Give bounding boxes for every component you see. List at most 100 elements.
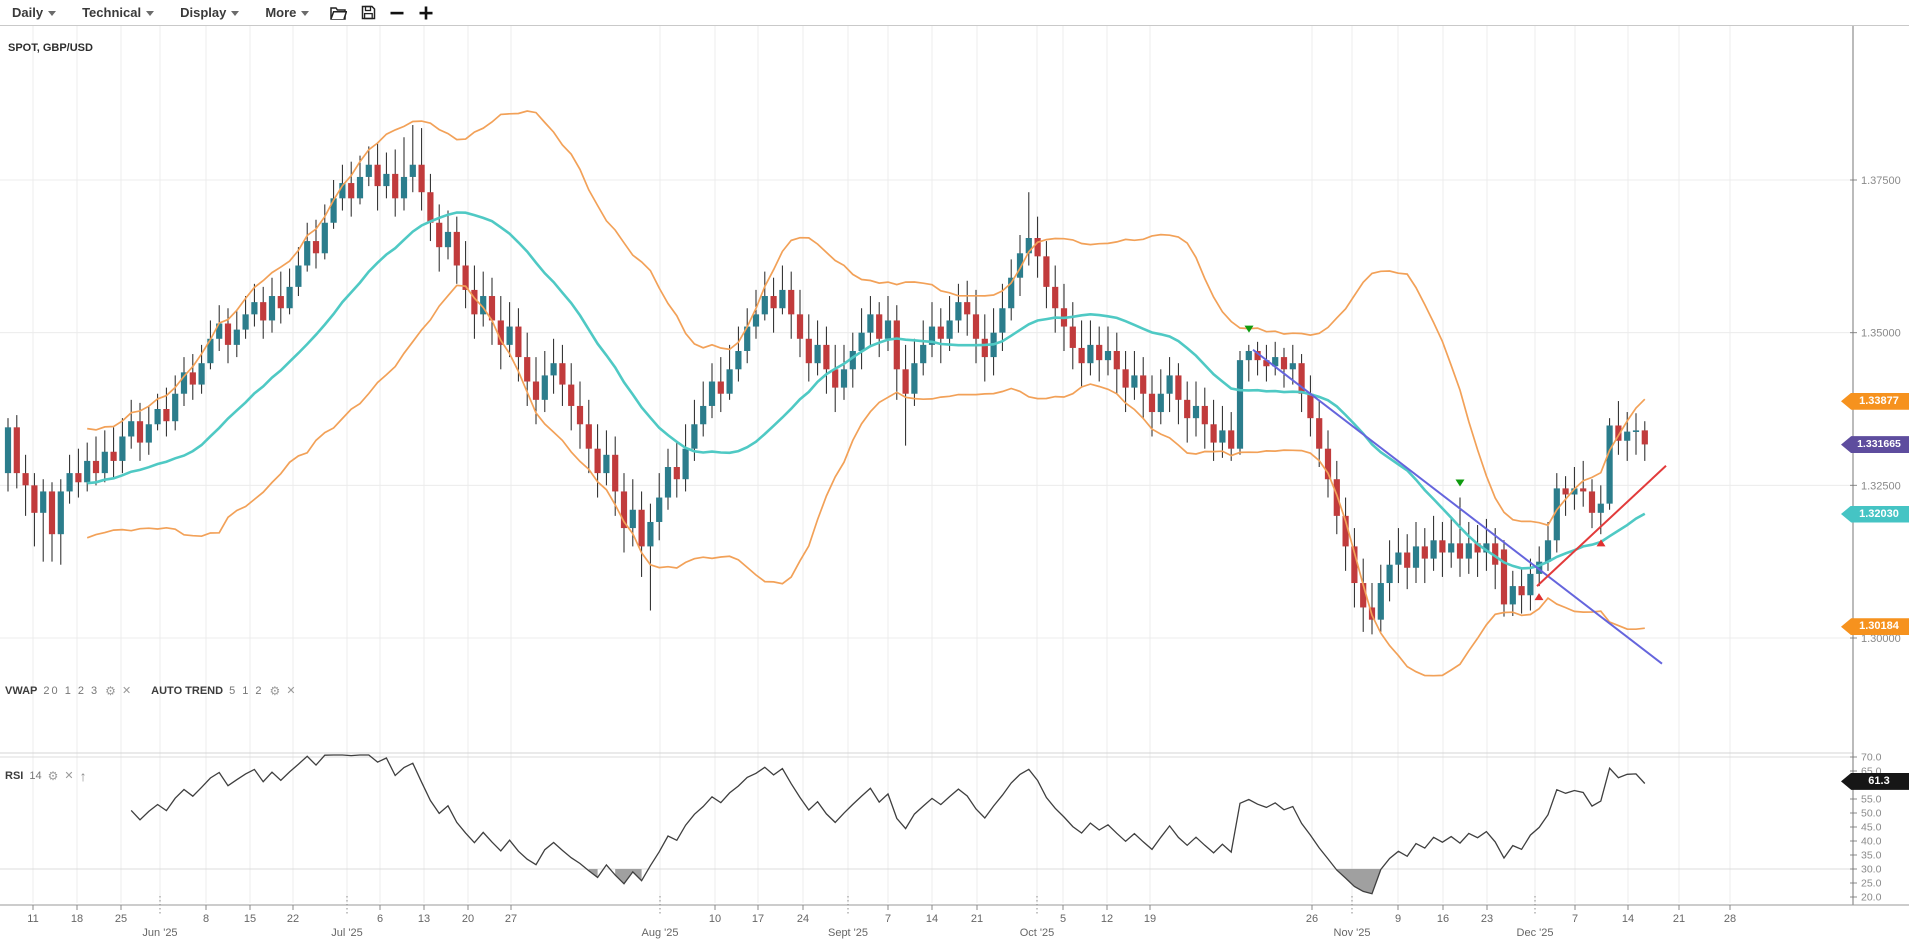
svg-text:11: 11: [27, 913, 38, 925]
menu-timeframe-label: Daily: [12, 5, 44, 20]
rsi-line: [130, 754, 1646, 895]
close-icon[interactable]: ✕: [286, 684, 296, 697]
rsi-oversold-fill: [615, 869, 642, 884]
menu-timeframe[interactable]: Daily: [8, 0, 60, 25]
svg-text:50.0: 50.0: [1861, 808, 1882, 820]
svg-text:17: 17: [752, 913, 764, 925]
last-price-badge: 1.331665: [1841, 436, 1909, 454]
rsi-value-badge: 61.3: [1841, 772, 1909, 790]
svg-text:22: 22: [287, 913, 299, 925]
menu-technical[interactable]: Technical: [78, 0, 158, 25]
zoom-in-icon[interactable]: [415, 2, 437, 24]
svg-text:35.0: 35.0: [1861, 850, 1882, 862]
svg-text:14: 14: [1622, 913, 1634, 925]
buy-signal-marker: [1596, 539, 1606, 547]
svg-text:25: 25: [115, 913, 127, 925]
lower-band-badge: 1.30184: [1841, 618, 1909, 636]
gear-icon[interactable]: ⚙: [47, 769, 59, 783]
svg-text:Dec '25: Dec '25: [1517, 927, 1554, 939]
gear-icon[interactable]: ⚙: [269, 684, 281, 698]
svg-text:13: 13: [418, 913, 430, 925]
svg-text:6: 6: [377, 913, 383, 925]
auto-trend-support: [1536, 465, 1667, 587]
rsi-oversold-fill: [1336, 869, 1381, 894]
svg-text:12: 12: [1101, 913, 1113, 925]
svg-text:Jun '25: Jun '25: [142, 927, 177, 939]
open-folder-icon[interactable]: [327, 2, 349, 24]
chevron-down-icon: [146, 11, 155, 16]
svg-text:9: 9: [1395, 913, 1401, 925]
sell-signal-marker: [1244, 325, 1254, 333]
svg-text:16: 16: [1437, 913, 1449, 925]
svg-text:Aug '25: Aug '25: [642, 927, 679, 939]
toolbar: Daily Technical Display More: [0, 0, 1909, 26]
bollinger-upper-band: [87, 110, 1646, 527]
arrow-up-icon[interactable]: ↑: [79, 768, 87, 784]
svg-text:28: 28: [1724, 913, 1736, 925]
svg-text:5: 5: [1060, 913, 1066, 925]
svg-text:20.0: 20.0: [1861, 892, 1882, 904]
chevron-down-icon: [231, 11, 240, 16]
menu-more-label: More: [265, 5, 297, 20]
svg-text:1.37500: 1.37500: [1861, 175, 1901, 187]
chevron-down-icon: [301, 11, 310, 16]
rsi-params: 14: [29, 770, 42, 782]
vwap-name: VWAP: [5, 685, 38, 697]
svg-text:21: 21: [1673, 913, 1685, 925]
indicator-legend-vwap: VWAP 20 1 2 3 ⚙ ✕ AUTO TREND 5 1 2 ⚙ ✕: [5, 685, 296, 697]
auto-trend-params: 5 1 2: [229, 685, 264, 697]
svg-text:1.30000: 1.30000: [1861, 633, 1901, 645]
svg-text:20: 20: [462, 913, 474, 925]
menu-display-label: Display: [180, 5, 227, 20]
svg-text:Sept '25: Sept '25: [828, 927, 868, 939]
svg-text:15: 15: [244, 913, 256, 925]
vwap-badge: 1.32030: [1841, 505, 1909, 523]
gear-icon[interactable]: ⚙: [105, 684, 116, 698]
bollinger-lower-band: [86, 284, 1645, 677]
svg-text:1.32500: 1.32500: [1861, 480, 1901, 492]
svg-text:24: 24: [797, 913, 809, 925]
sell-signal-marker: [1455, 479, 1465, 487]
close-icon[interactable]: ✕: [121, 684, 132, 697]
buy-signal-marker: [1534, 593, 1544, 601]
upper-band-badge: 1.33877: [1841, 392, 1909, 410]
zoom-out-icon[interactable]: [386, 2, 408, 24]
svg-text:10: 10: [709, 913, 721, 925]
svg-text:23: 23: [1481, 913, 1493, 925]
svg-text:70.0: 70.0: [1861, 752, 1882, 764]
svg-text:7: 7: [1572, 913, 1578, 925]
rsi-name: RSI: [5, 770, 24, 782]
auto-trend-name: AUTO TREND: [151, 685, 224, 697]
svg-text:27: 27: [505, 913, 517, 925]
svg-text:30.0: 30.0: [1861, 864, 1882, 876]
svg-text:1.35000: 1.35000: [1861, 328, 1901, 340]
menu-more[interactable]: More: [261, 0, 313, 25]
menu-display[interactable]: Display: [176, 0, 243, 25]
svg-text:7: 7: [885, 913, 891, 925]
save-icon[interactable]: [357, 2, 379, 24]
svg-text:Nov '25: Nov '25: [1334, 927, 1371, 939]
svg-text:19: 19: [1144, 913, 1156, 925]
svg-text:40.0: 40.0: [1861, 836, 1882, 848]
time-axis[interactable]: 11 18 25 8 15 22 6 13 20 27 10 17 24 7 14 21 5 12 19 26 9 16 2…: [27, 896, 1736, 939]
svg-text:55.0: 55.0: [1861, 794, 1882, 806]
svg-text:8: 8: [203, 913, 209, 925]
svg-text:21: 21: [971, 913, 983, 925]
vwap-line: [87, 211, 1646, 570]
svg-text:18: 18: [71, 913, 83, 925]
svg-text:14: 14: [926, 913, 938, 925]
svg-text:26: 26: [1306, 913, 1318, 925]
chevron-down-icon: [48, 11, 57, 16]
auto-trend-resistance: [1252, 348, 1663, 665]
svg-text:45.0: 45.0: [1861, 822, 1882, 834]
svg-text:Jul '25: Jul '25: [331, 927, 362, 939]
svg-text:25.0: 25.0: [1861, 878, 1882, 890]
candles: [4, 125, 1648, 635]
menu-technical-label: Technical: [82, 5, 142, 20]
symbol-label: SPOT, GBP/USD: [8, 42, 93, 54]
vwap-params: 20 1 2 3: [43, 685, 100, 697]
indicator-legend-rsi: RSI 14 ⚙ ✕ ↑: [5, 769, 87, 783]
close-icon[interactable]: ✕: [64, 769, 74, 782]
